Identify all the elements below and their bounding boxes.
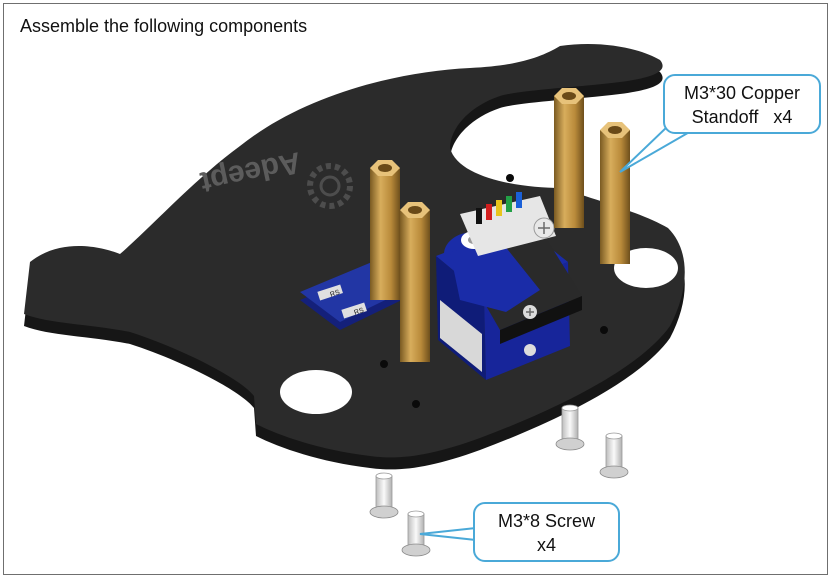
copper-standoff-3 [554,88,584,228]
standoff-callout-line2: Standoff x4 [665,105,819,129]
gear-logo-icon [307,163,353,209]
standoff-callout-qty: x4 [773,107,793,127]
screw-callout-qty: x4 [536,535,556,555]
screw-callout: M3*8 Screw x4 [473,502,620,562]
screw-callout-pointer [419,526,477,542]
servo-connector [460,192,556,256]
copper-standoff-1 [370,160,400,300]
screw-4 [599,432,629,479]
sensor-label-2: RS [353,307,365,317]
sensor-label-1: RS [329,289,341,299]
standoff-callout-line1: M3*30 Copper [683,83,801,103]
standoff-callout-name: Standoff [691,107,759,127]
standoff-callout: M3*30 Copper Standoff x4 [663,74,821,134]
screw-callout-line1: M3*8 Screw [497,511,596,531]
acrylic-base-plate [24,43,685,470]
figure-frame [3,3,828,575]
screw-1 [369,472,399,519]
screw-3 [555,404,585,451]
mount-hole-left [280,370,352,414]
copper-standoff-2 [400,202,430,362]
instruction-heading: Assemble the following components [20,16,308,36]
screw-2 [401,510,431,557]
copper-standoff-4 [600,122,630,264]
